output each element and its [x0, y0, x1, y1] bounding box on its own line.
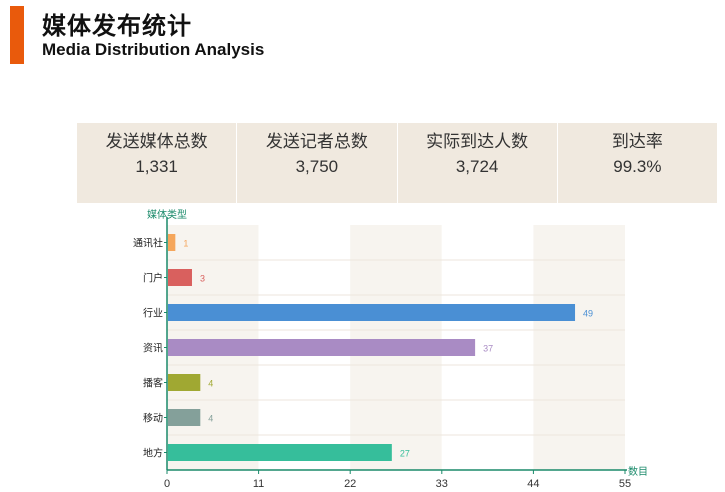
stat-value: 3,750: [295, 157, 339, 176]
stat-reached-total: 实际到达人数 3,724: [398, 123, 558, 203]
bar-value-label: 1: [183, 239, 188, 249]
stat-reach-rate: 到达率 99.3%: [558, 123, 717, 203]
x-tick-label: 33: [436, 478, 448, 490]
stat-value: 99.3%: [613, 157, 662, 176]
bar-value-label: 37: [483, 344, 493, 354]
bar-value-label: 49: [583, 309, 593, 319]
bar-value-label: 27: [400, 449, 410, 459]
page-title: 媒体发布统计: [42, 12, 192, 40]
chart-grid-band: [533, 225, 625, 470]
x-tick-label: 11: [253, 478, 264, 490]
stat-media-total: 发送媒体总数 1,331: [77, 123, 238, 203]
stat-label: 实际到达人数: [426, 132, 529, 152]
summary-stats-panel: 发送媒体总数 1,331 发送记者总数 3,750 实际到达人数 3,724 到…: [77, 123, 717, 203]
x-axis-title: 数目: [628, 465, 648, 478]
stat-value: 3,724: [455, 157, 499, 176]
bar: [168, 234, 176, 251]
bar-value-label: 3: [200, 274, 205, 284]
bar: [168, 444, 392, 461]
bar-value-label: 4: [208, 414, 213, 424]
x-tick-label: 0: [164, 478, 170, 490]
bar: [168, 269, 192, 286]
title-accent-bar: [10, 6, 24, 64]
bar-value-label: 4: [208, 379, 213, 389]
bar: [168, 409, 201, 426]
bar: [168, 374, 201, 391]
x-tick-label: 44: [527, 478, 539, 490]
x-tick-label: 55: [619, 478, 631, 490]
stat-label: 发送记者总数: [265, 132, 368, 152]
page-subtitle: Media Distribution Analysis: [42, 40, 265, 59]
y-tick-label: 通讯社: [133, 237, 163, 250]
y-tick-label: 地方: [143, 447, 163, 460]
y-tick-label: 行业: [143, 307, 163, 320]
stat-value: 1,331: [135, 157, 178, 176]
x-tick-label: 22: [344, 478, 356, 490]
y-tick-label: 移动: [143, 412, 163, 425]
stat-journalist-total: 发送记者总数 3,750: [237, 123, 398, 203]
bar: [168, 304, 576, 321]
y-tick-label: 播客: [143, 377, 163, 390]
y-tick-label: 资讯: [143, 343, 163, 355]
bar: [168, 339, 476, 356]
y-axis-title: 媒体类型: [147, 208, 187, 221]
stat-label: 到达率: [611, 132, 663, 152]
stat-label: 发送媒体总数: [105, 132, 208, 152]
y-tick-label: 门户: [143, 272, 163, 285]
